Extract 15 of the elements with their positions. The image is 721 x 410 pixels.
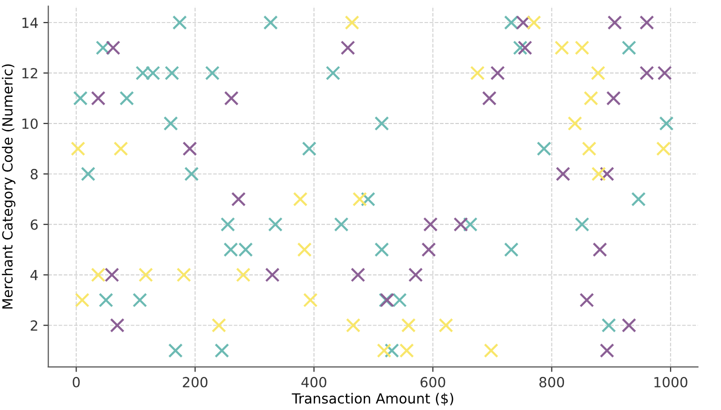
y-tick-label: 12 [22,68,38,78]
x-tick-label: 200 [182,376,208,388]
y-tick-label: 8 [30,168,38,180]
y-tick-label: 4 [30,270,38,280]
y-tick-label: 6 [30,219,38,230]
y-axis-title: Merchant Category Code (Numeric) [2,64,16,309]
y-tick-label: 2 [30,320,38,331]
y-tick-label: 10 [22,118,38,129]
x-tick-label: 400 [301,376,326,388]
x-tick-label: 0 [72,376,80,388]
x-tick-label: 600 [420,376,446,388]
y-tick-label: 14 [22,18,38,28]
x-tick-label: 800 [539,376,564,388]
x-axis-title: Transaction Amount ($) [292,392,454,406]
x-tick-label: 1000 [654,376,688,388]
